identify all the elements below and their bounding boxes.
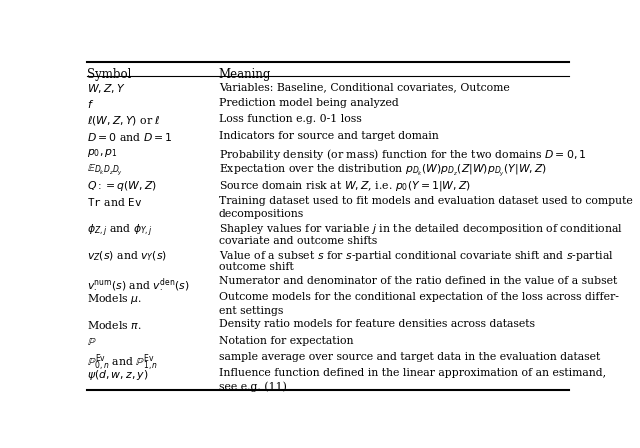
Text: Density ratio models for feature densities across datasets: Density ratio models for feature densiti…	[219, 319, 535, 329]
Text: Variables: Baseline, Conditional covariates, Outcome: Variables: Baseline, Conditional covaria…	[219, 82, 509, 92]
Text: ent settings: ent settings	[219, 306, 284, 315]
Text: Shapley values for variable $j$ in the detailed decomposition of conditional: Shapley values for variable $j$ in the d…	[219, 223, 623, 237]
Text: outcome shift: outcome shift	[219, 263, 294, 272]
Text: Meaning: Meaning	[219, 68, 271, 81]
Text: Loss function e.g. 0-1 loss: Loss function e.g. 0-1 loss	[219, 115, 362, 125]
Text: Prediction model being analyzed: Prediction model being analyzed	[219, 98, 399, 108]
Text: Probability density (or mass) function for the two domains $D = 0, 1$: Probability density (or mass) function f…	[219, 147, 586, 162]
Text: $\mathbb{P}^{\mathrm{Ev}}_{0,n}$ and $\mathbb{P}^{\mathrm{Ev}}_{1,n}$: $\mathbb{P}^{\mathrm{Ev}}_{0,n}$ and $\m…	[88, 352, 159, 373]
Text: $f$: $f$	[88, 98, 95, 110]
Text: $\mathtt{Tr}$ and $\mathtt{Ev}$: $\mathtt{Tr}$ and $\mathtt{Ev}$	[88, 195, 143, 207]
Text: Indicators for source and target domain: Indicators for source and target domain	[219, 131, 438, 141]
Text: Outcome models for the conditional expectation of the loss across differ-: Outcome models for the conditional expec…	[219, 293, 619, 302]
Text: Numerator and denominator of the ratio defined in the value of a subset: Numerator and denominator of the ratio d…	[219, 276, 617, 286]
Text: $\mathbb{P}$: $\mathbb{P}$	[88, 336, 97, 347]
Text: $\mathbb{E}_{D_k D_z D_y}$: $\mathbb{E}_{D_k D_z D_y}$	[88, 163, 124, 178]
Text: Models $\pi$.: Models $\pi$.	[88, 319, 142, 332]
Text: Source domain risk at $W, Z$, i.e. $p_0(Y = 1|W, Z)$: Source domain risk at $W, Z$, i.e. $p_0(…	[219, 179, 471, 194]
Text: Influence function defined in the linear approximation of an estimand,: Influence function defined in the linear…	[219, 368, 606, 378]
Text: Training dataset used to fit models and evaluation dataset used to compute: Training dataset used to fit models and …	[219, 195, 632, 206]
Text: decompositions: decompositions	[219, 209, 304, 219]
Text: see e.g. (11): see e.g. (11)	[219, 381, 287, 392]
Text: Notation for expectation: Notation for expectation	[219, 336, 353, 345]
Text: sample average over source and target data in the evaluation dataset: sample average over source and target da…	[219, 352, 600, 362]
Text: $D = 0$ and $D = 1$: $D = 0$ and $D = 1$	[88, 131, 173, 142]
Text: $W, Z, Y$: $W, Z, Y$	[88, 82, 126, 95]
Text: covariate and outcome shifts: covariate and outcome shifts	[219, 236, 377, 246]
Text: Value of a subset $s$ for $s$-partial conditional covariate shift and $s$-partia: Value of a subset $s$ for $s$-partial co…	[219, 250, 614, 263]
Text: $v_Z(s)$ and $v_Y(s)$: $v_Z(s)$ and $v_Y(s)$	[88, 250, 168, 263]
Text: Expectation over the distribution $p_{D_k}(W)p_{D_z}(Z|W)p_{D_y}(Y|W, Z)$: Expectation over the distribution $p_{D_…	[219, 163, 547, 179]
Text: Symbol: Symbol	[88, 68, 132, 81]
Text: $p_0, p_1$: $p_0, p_1$	[88, 147, 118, 159]
Text: $\psi(d, w, z, y)$: $\psi(d, w, z, y)$	[88, 368, 149, 382]
Text: $\ell(W, Z, Y)$ or $\ell$: $\ell(W, Z, Y)$ or $\ell$	[88, 115, 161, 128]
Text: $\phi_{Z,j}$ and $\phi_{Y,j}$: $\phi_{Z,j}$ and $\phi_{Y,j}$	[88, 223, 154, 239]
Text: $Q := q(W, Z)$: $Q := q(W, Z)$	[88, 179, 157, 194]
Text: Models $\mu$.: Models $\mu$.	[88, 293, 142, 306]
Text: $v_{\cdot}^{\mathrm{num}}(s)$ and $v_{\cdot}^{\mathrm{den}}(s)$: $v_{\cdot}^{\mathrm{num}}(s)$ and $v_{\c…	[88, 276, 190, 293]
